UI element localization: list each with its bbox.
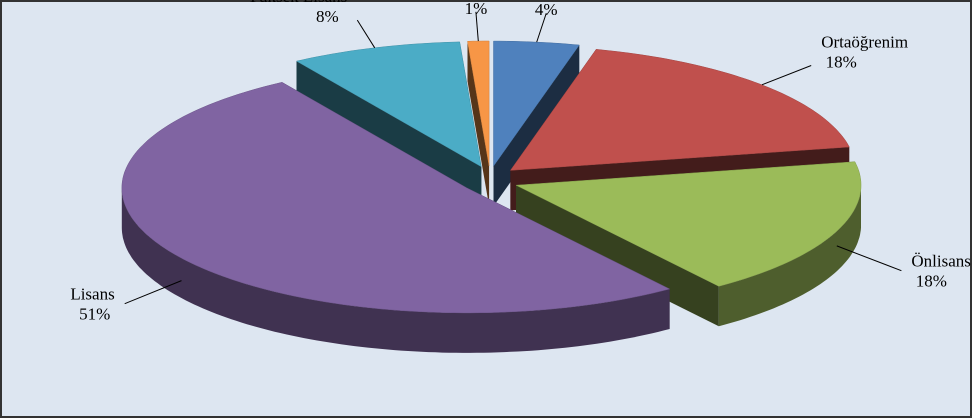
slice-value-label: 18% bbox=[826, 52, 857, 71]
leader-line bbox=[536, 12, 547, 43]
slice-top bbox=[509, 49, 850, 171]
slice-top bbox=[493, 40, 580, 167]
slice-value-label: 8% bbox=[316, 7, 339, 26]
slice-value-label: 18% bbox=[916, 272, 947, 291]
leader-line bbox=[761, 65, 812, 86]
pie-slice bbox=[121, 82, 671, 353]
leader-line bbox=[124, 280, 182, 305]
slice-value-label: 4% bbox=[535, 0, 558, 19]
slice-label: Yüksek Lisans bbox=[247, 0, 348, 6]
slice-value-label: 51% bbox=[79, 305, 110, 324]
slice-value-label: 1% bbox=[465, 0, 488, 18]
slice-wall bbox=[718, 185, 861, 327]
slice-label: Ortaöğrenim bbox=[821, 32, 908, 51]
slice-top bbox=[121, 82, 671, 314]
slice-label: Lisans bbox=[70, 285, 114, 304]
slice-top bbox=[515, 161, 862, 287]
slice-side bbox=[467, 41, 490, 206]
slice-wall bbox=[121, 187, 670, 353]
leader-line bbox=[475, 11, 479, 42]
leader-line bbox=[356, 19, 376, 49]
leader-line bbox=[836, 245, 902, 272]
slice-label: Önlisans bbox=[911, 252, 971, 271]
